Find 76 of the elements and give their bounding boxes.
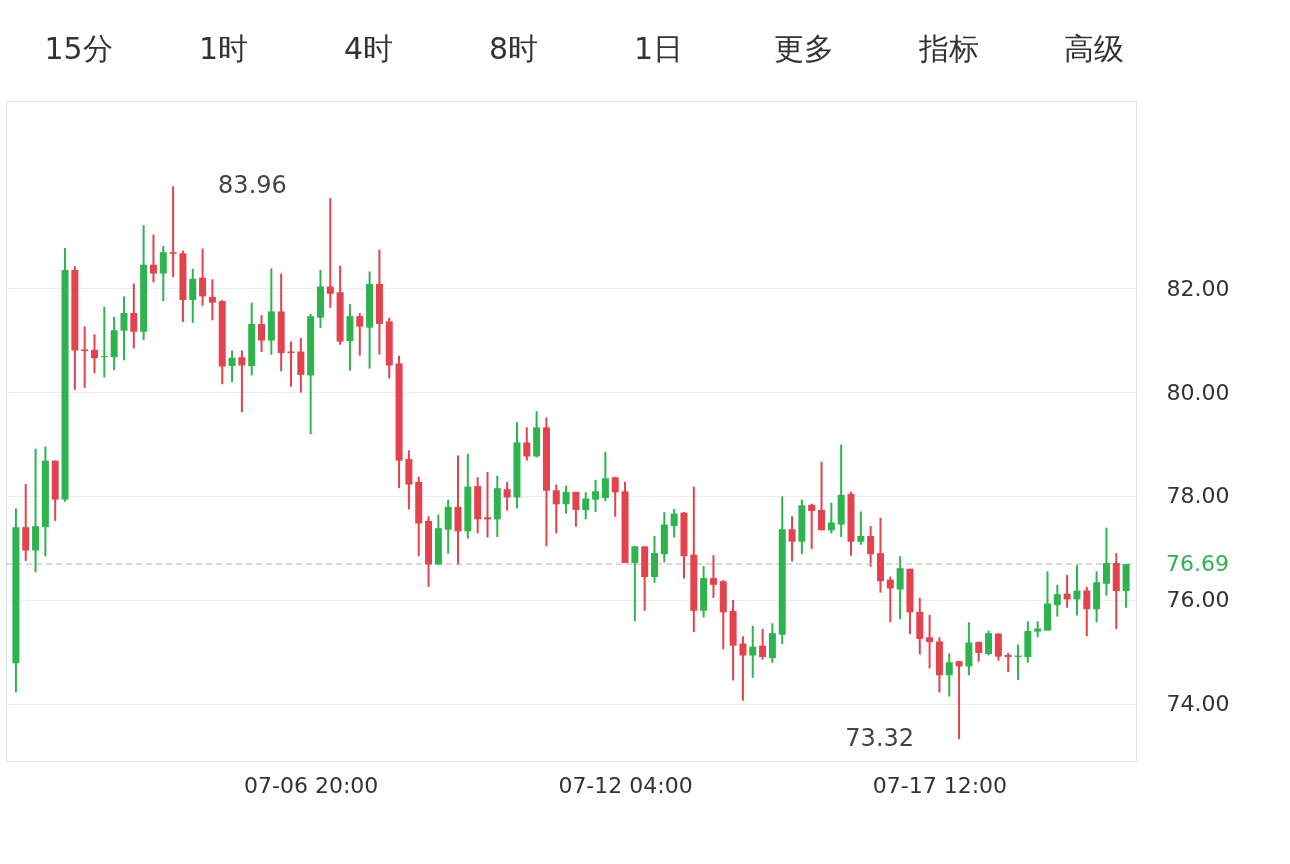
candlestick: [867, 525, 875, 568]
text: 指标: [917, 31, 979, 66]
candlestick: [857, 510, 865, 546]
y-tick-label: 80.00: [1166, 379, 1230, 405]
text: 更多: [773, 31, 834, 66]
candlestick: [827, 501, 835, 535]
candlestick: [562, 484, 570, 515]
candlestick: [208, 278, 216, 322]
text: 1时: [198, 31, 249, 66]
text: 高级: [1063, 31, 1124, 66]
candlestick: [503, 480, 511, 512]
candlestick: [955, 660, 963, 741]
y-tick-label: 82.00: [1166, 275, 1230, 301]
candlestick: [926, 613, 934, 670]
candlestick: [709, 554, 717, 599]
candlestick: [975, 640, 983, 663]
candlestick: [808, 502, 816, 550]
x-tick-label: 07-17 12:00: [872, 772, 1008, 798]
text: 8时: [488, 31, 539, 66]
candlestick: [189, 267, 197, 324]
candlestick: [444, 498, 452, 555]
ref-line-label: 76.69: [1166, 551, 1229, 577]
candlestick: [199, 247, 207, 307]
candlestick: [159, 244, 167, 303]
candlestick: [611, 476, 619, 518]
candlestick: [985, 629, 993, 657]
candlestick: [130, 282, 138, 350]
candlestick: [631, 544, 639, 623]
candlestick: [91, 333, 99, 375]
candlestick: [149, 233, 157, 284]
text: 15分: [44, 31, 113, 66]
candlestick: [81, 325, 89, 389]
candlestick: [886, 575, 894, 624]
candlestick: [749, 624, 757, 679]
candlestick: [258, 314, 266, 354]
text: 4时: [343, 31, 394, 66]
candlestick: [759, 628, 767, 661]
candlestick: [287, 340, 295, 388]
candlestick: [965, 621, 973, 677]
candlestick: [572, 490, 580, 528]
candlestick: [22, 483, 30, 562]
candlestick: [945, 652, 953, 698]
candlestick: [670, 507, 678, 539]
candlestick: [326, 197, 334, 309]
candlestick: [788, 515, 796, 563]
candlestick: [1102, 526, 1110, 597]
candlestick: [483, 471, 491, 539]
y-tick-label: 76.00: [1166, 587, 1230, 613]
candlestick: [994, 632, 1002, 662]
candlestick: [169, 185, 177, 279]
x-tick-label: 07-06 20:00: [243, 772, 379, 798]
annotation: 73.32: [845, 724, 915, 753]
candlestick: [356, 312, 364, 357]
y-tick-label: 74.00: [1166, 691, 1230, 717]
candlestick: [1083, 585, 1091, 638]
x-tick-label: 07-12 04:00: [558, 772, 693, 798]
candlestick: [120, 295, 128, 362]
candlestick: [1004, 651, 1012, 674]
candlestick: [582, 491, 590, 521]
candlestick: [297, 336, 305, 394]
candlestick: [818, 460, 826, 532]
annotation: 83.96: [218, 171, 287, 200]
candlestick: [739, 635, 747, 702]
candlestick: [896, 555, 904, 621]
candlestick: [228, 349, 236, 384]
candlestick: [1053, 583, 1061, 618]
candlestick: [100, 305, 108, 379]
candlestick: [523, 426, 531, 462]
candlestick: [592, 478, 600, 514]
candlestick: [552, 483, 560, 535]
candlestick: [1073, 564, 1081, 617]
y-tick-label: 78.00: [1166, 483, 1230, 509]
candlestick: [601, 450, 609, 503]
candlestick: [238, 349, 246, 414]
text: 1日: [633, 31, 684, 66]
candlestick: [651, 534, 659, 584]
